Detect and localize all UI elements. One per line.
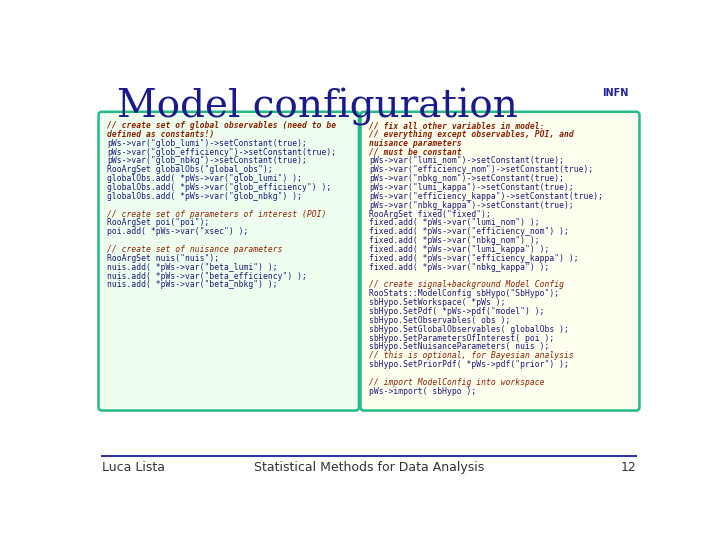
Text: defined as constants!): defined as constants!) [107,130,215,139]
Text: // create set of global observables (need to be: // create set of global observables (nee… [107,121,336,130]
FancyBboxPatch shape [99,112,359,410]
Text: pWs->var("nbkg_kappa")->setConstant(true);: pWs->var("nbkg_kappa")->setConstant(true… [369,201,574,210]
Text: sbHypo.SetWorkspace( *pWs );: sbHypo.SetWorkspace( *pWs ); [369,298,505,307]
Text: fixed.add( *pWs->var("efficiency_nom") );: fixed.add( *pWs->var("efficiency_nom") )… [369,227,569,237]
Text: RooArgSet nuis("nuis");: RooArgSet nuis("nuis"); [107,254,219,263]
Text: globalObs.add( *pWs->var("glob_nbkg") );: globalObs.add( *pWs->var("glob_nbkg") ); [107,192,302,201]
FancyBboxPatch shape [361,112,639,410]
Text: pWs->var("lumi_kappa")->setConstant(true);: pWs->var("lumi_kappa")->setConstant(true… [369,183,574,192]
Text: 12: 12 [621,461,636,474]
Text: sbHypo.SetObservables( obs );: sbHypo.SetObservables( obs ); [369,316,510,325]
Text: INFN: INFN [602,88,629,98]
Text: // create set of parameters of interest (POI): // create set of parameters of interest … [107,210,326,219]
Text: Model configuration: Model configuration [117,88,518,126]
Text: pWs->var("lumi_nom")->setConstant(true);: pWs->var("lumi_nom")->setConstant(true); [369,157,564,165]
Text: globalObs.add( *pWs->var("glob_lumi") );: globalObs.add( *pWs->var("glob_lumi") ); [107,174,302,183]
Text: globalObs.add( *pWs->var("glob_efficiency") );: globalObs.add( *pWs->var("glob_efficienc… [107,183,331,192]
Text: fixed.add( *pWs->var("efficiency_kappa") );: fixed.add( *pWs->var("efficiency_kappa")… [369,254,579,263]
Text: RooArgSet fixed("fixed");: RooArgSet fixed("fixed"); [369,210,491,219]
Text: RooArgSet globalObs("global_obs");: RooArgSet globalObs("global_obs"); [107,165,273,174]
Text: // create set of nuisance parameters: // create set of nuisance parameters [107,245,282,254]
Text: poi.add( *pWs->var("xsec") );: poi.add( *pWs->var("xsec") ); [107,227,248,237]
Text: Luca Lista: Luca Lista [102,461,165,474]
Text: nuisance parameters: nuisance parameters [369,139,462,148]
Text: // everything except observables, POI, and: // everything except observables, POI, a… [369,130,574,139]
Text: Statistical Methods for Data Analysis: Statistical Methods for Data Analysis [254,461,484,474]
Text: fixed.add( *pWs->var("lumi_kappa") );: fixed.add( *pWs->var("lumi_kappa") ); [369,245,549,254]
Text: RooStats::ModelConfig sbHypo("SbHypo");: RooStats::ModelConfig sbHypo("SbHypo"); [369,289,559,298]
Text: fixed.add( *pWs->var("nbkg_nom") );: fixed.add( *pWs->var("nbkg_nom") ); [369,236,539,245]
Text: fixed.add( *pWs->var("lumi_nom") );: fixed.add( *pWs->var("lumi_nom") ); [369,218,539,227]
Text: sbHypo.SetPdf( *pWs->pdf("model") );: sbHypo.SetPdf( *pWs->pdf("model") ); [369,307,544,316]
Text: pWs->import( sbHypo );: pWs->import( sbHypo ); [369,387,476,396]
Text: pWs->var("glob_lumi")->setConstant(true);: pWs->var("glob_lumi")->setConstant(true)… [107,139,307,148]
Text: fixed.add( *pWs->var("nbkg_kappa") );: fixed.add( *pWs->var("nbkg_kappa") ); [369,262,549,272]
Text: sbHypo.SetNuisanceParameters( nuis );: sbHypo.SetNuisanceParameters( nuis ); [369,342,549,352]
Text: sbHypo.SetParametersOfInterest( poi );: sbHypo.SetParametersOfInterest( poi ); [369,334,554,342]
Text: // this is optional, for Bayesian analysis: // this is optional, for Bayesian analys… [369,351,574,360]
Text: sbHypo.SetGlobalObservables( globalObs );: sbHypo.SetGlobalObservables( globalObs )… [369,325,569,334]
Text: pWs->var("glob_efficiency")->setConstant(true);: pWs->var("glob_efficiency")->setConstant… [107,147,336,157]
Text: // import ModelConfig into workspace: // import ModelConfig into workspace [369,378,544,387]
Text: // must be constant: // must be constant [369,147,462,157]
Text: pWs->var("nbkg_nom")->setConstant(true);: pWs->var("nbkg_nom")->setConstant(true); [369,174,564,183]
Text: nuis.add( *pWs->var("beta_lumi") );: nuis.add( *pWs->var("beta_lumi") ); [107,262,278,272]
Text: sbHypo.SetPriorPdf( *pWs->pdf("prior") );: sbHypo.SetPriorPdf( *pWs->pdf("prior") )… [369,360,569,369]
Text: nuis.add( *pWs->var("beta_nbkg") );: nuis.add( *pWs->var("beta_nbkg") ); [107,280,278,289]
Text: // fix all other variables in model:: // fix all other variables in model: [369,121,544,130]
Text: pWs->var("efficiency_kappa")->setConstant(true);: pWs->var("efficiency_kappa")->setConstan… [369,192,603,201]
Text: // create signal+background Model Config: // create signal+background Model Config [369,280,564,289]
Text: RooArgSet poi("poi");: RooArgSet poi("poi"); [107,218,210,227]
Text: pWs->var("glob_nbkg")->setConstant(true);: pWs->var("glob_nbkg")->setConstant(true)… [107,157,307,165]
Text: pWs->var("efficiency_nom")->setConstant(true);: pWs->var("efficiency_nom")->setConstant(… [369,165,593,174]
Text: nuis.add( *pWs->var("beta_efficiency") );: nuis.add( *pWs->var("beta_efficiency") )… [107,272,307,281]
